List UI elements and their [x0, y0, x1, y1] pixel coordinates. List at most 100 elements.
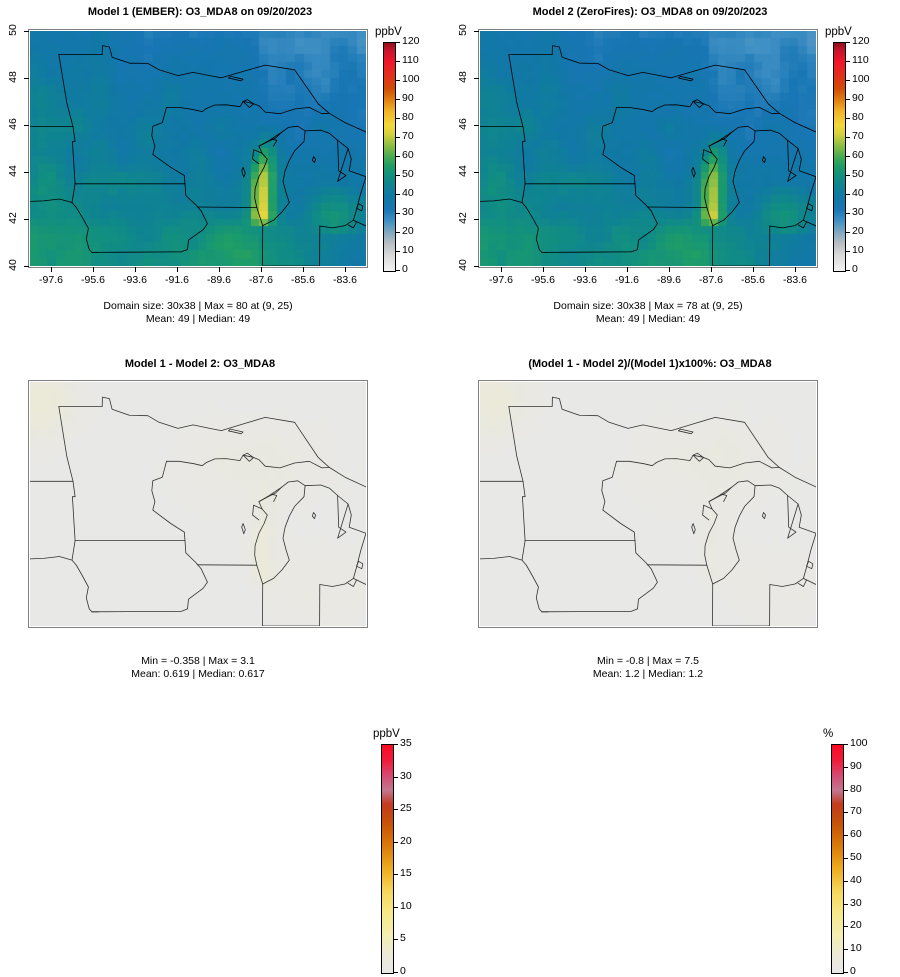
colorbar-tick-label: 20 [400, 834, 412, 847]
colorbar-tick-label: 120 [852, 35, 870, 47]
colorbar-tick-label: 40 [852, 187, 864, 199]
colorbar-unit-label: ppbV [375, 26, 402, 38]
colorbar-tick-label: 60 [850, 828, 862, 841]
colorbar-tick [395, 175, 400, 176]
x-tick [585, 267, 586, 272]
colorbar-tick [843, 744, 848, 745]
y-tick [24, 125, 29, 126]
x-tick [93, 267, 94, 272]
colorbar-tick [843, 949, 848, 951]
colorbar-tick [845, 251, 850, 252]
y-tick-label: 48 [7, 71, 19, 83]
y-tick [474, 78, 479, 79]
colorbar-tick [395, 99, 400, 100]
colorbar-tick [845, 137, 850, 138]
y-tick [474, 125, 479, 126]
colorbar-tick-label: 70 [852, 130, 864, 142]
x-tick [177, 267, 178, 272]
y-tick [24, 172, 29, 173]
y-tick-label: 44 [7, 165, 19, 177]
panel-model1-caption: Domain size: 30x38 | Max = 80 at (9, 25)… [103, 300, 293, 325]
colorbar-unit-label: % [823, 728, 834, 740]
colorbar-tick [395, 251, 400, 252]
colorbar-tick-label: 0 [402, 263, 408, 275]
x-tick-label: -87.6 [249, 274, 273, 286]
y-tick-label: 48 [457, 71, 469, 83]
colorbar-tick-label: 30 [852, 206, 864, 218]
y-tick-label: 50 [7, 24, 19, 36]
panel-model1-title: Model 1 (EMBER): O3_MDA8 on 09/20/2023 [87, 6, 313, 18]
colorbar-unit-label: ppbV [373, 728, 400, 740]
colorbar-tick-label: 0 [400, 965, 406, 977]
colorbar-tick-label: 35 [400, 737, 412, 749]
x-tick-label: -95.6 [81, 274, 105, 286]
colorbar-tick-label: 20 [850, 919, 862, 932]
x-tick-label: -93.6 [573, 274, 597, 286]
colorbar-tick [395, 156, 400, 157]
colorbar-tick [395, 42, 400, 43]
colorbar-tick [395, 232, 400, 233]
colorbar-tick [395, 194, 400, 195]
colorbar-tick-label: 15 [400, 867, 412, 880]
colorbar-tick-label: 60 [402, 149, 414, 161]
panel-percent-difference-title: (Model 1 - Model 2)/(Model 1)x100%: O3_M… [528, 358, 772, 370]
x-tick-label: -89.6 [657, 274, 681, 286]
x-tick-label: -91.6 [615, 274, 639, 286]
panel-model2-caption: Domain size: 30x38 | Max = 78 at (9, 25)… [553, 300, 743, 325]
colorbar-tick [395, 137, 400, 138]
colorbar-tick-label: 10 [852, 244, 864, 256]
colorbar-tick [395, 118, 400, 119]
colorbar-tick-label: 100 [852, 73, 870, 85]
panel-difference-title: Model 1 - Model 2: O3_MDA8 [124, 358, 276, 370]
y-tick [474, 172, 479, 173]
colorbar-tick-label: 110 [852, 54, 869, 66]
colorbar-tick [393, 939, 398, 941]
panel-percent-difference-heatmap [480, 382, 816, 626]
colorbar-tick [845, 232, 850, 233]
x-tick-label: -93.6 [123, 274, 147, 286]
x-tick-label: -83.6 [333, 274, 357, 286]
colorbar-tick-label: 10 [850, 942, 862, 955]
x-tick [303, 267, 304, 272]
colorbar-tick-label: 80 [852, 111, 864, 123]
colorbar-tick [395, 61, 400, 62]
colorbar-tick-label: 40 [402, 187, 414, 199]
colorbar-tick-label: 20 [402, 225, 414, 237]
panel-difference-heatmap [30, 382, 366, 626]
colorbar-tick-label: 60 [852, 149, 864, 161]
colorbar-tick-label: 10 [400, 899, 412, 912]
colorbar-tick [843, 880, 848, 882]
colorbar-tick [395, 80, 400, 81]
x-tick-label: -95.6 [531, 274, 555, 286]
x-tick [627, 267, 628, 272]
colorbar-unit-label: ppbV [825, 26, 852, 38]
colorbar-tick-label: 20 [852, 225, 864, 237]
x-tick-label: -87.6 [699, 274, 723, 286]
x-tick [501, 267, 502, 272]
panel-model2-heatmap [480, 31, 816, 266]
colorbar-gradient [383, 42, 396, 272]
colorbar-tick [393, 874, 398, 876]
panel-percent-difference-map [480, 382, 816, 626]
x-tick-label: -83.6 [783, 274, 807, 286]
x-tick-label: -91.6 [165, 274, 189, 286]
colorbar-tick [845, 270, 850, 271]
colorbar-tick [845, 118, 850, 119]
colorbar-tick-label: 80 [850, 782, 862, 795]
colorbar-tick-label: 100 [850, 737, 868, 749]
y-tick [24, 78, 29, 79]
panel-difference-map [30, 382, 366, 626]
y-tick [24, 266, 29, 267]
panel-percent-difference-caption: Min = -0.8 | Max = 7.5 Mean: 1.2 | Media… [592, 655, 704, 680]
colorbar-tick [845, 194, 850, 195]
colorbar-tick-label: 110 [402, 54, 419, 66]
colorbar-tick-label: 30 [400, 769, 412, 782]
y-tick [24, 31, 29, 32]
colorbar-tick [845, 99, 850, 100]
colorbar-tick-label: 80 [402, 111, 414, 123]
y-tick-label: 46 [457, 118, 469, 130]
x-tick [345, 267, 346, 272]
colorbar-tick-label: 70 [850, 805, 862, 818]
x-tick [711, 267, 712, 272]
colorbar-tick-label: 50 [402, 168, 414, 180]
